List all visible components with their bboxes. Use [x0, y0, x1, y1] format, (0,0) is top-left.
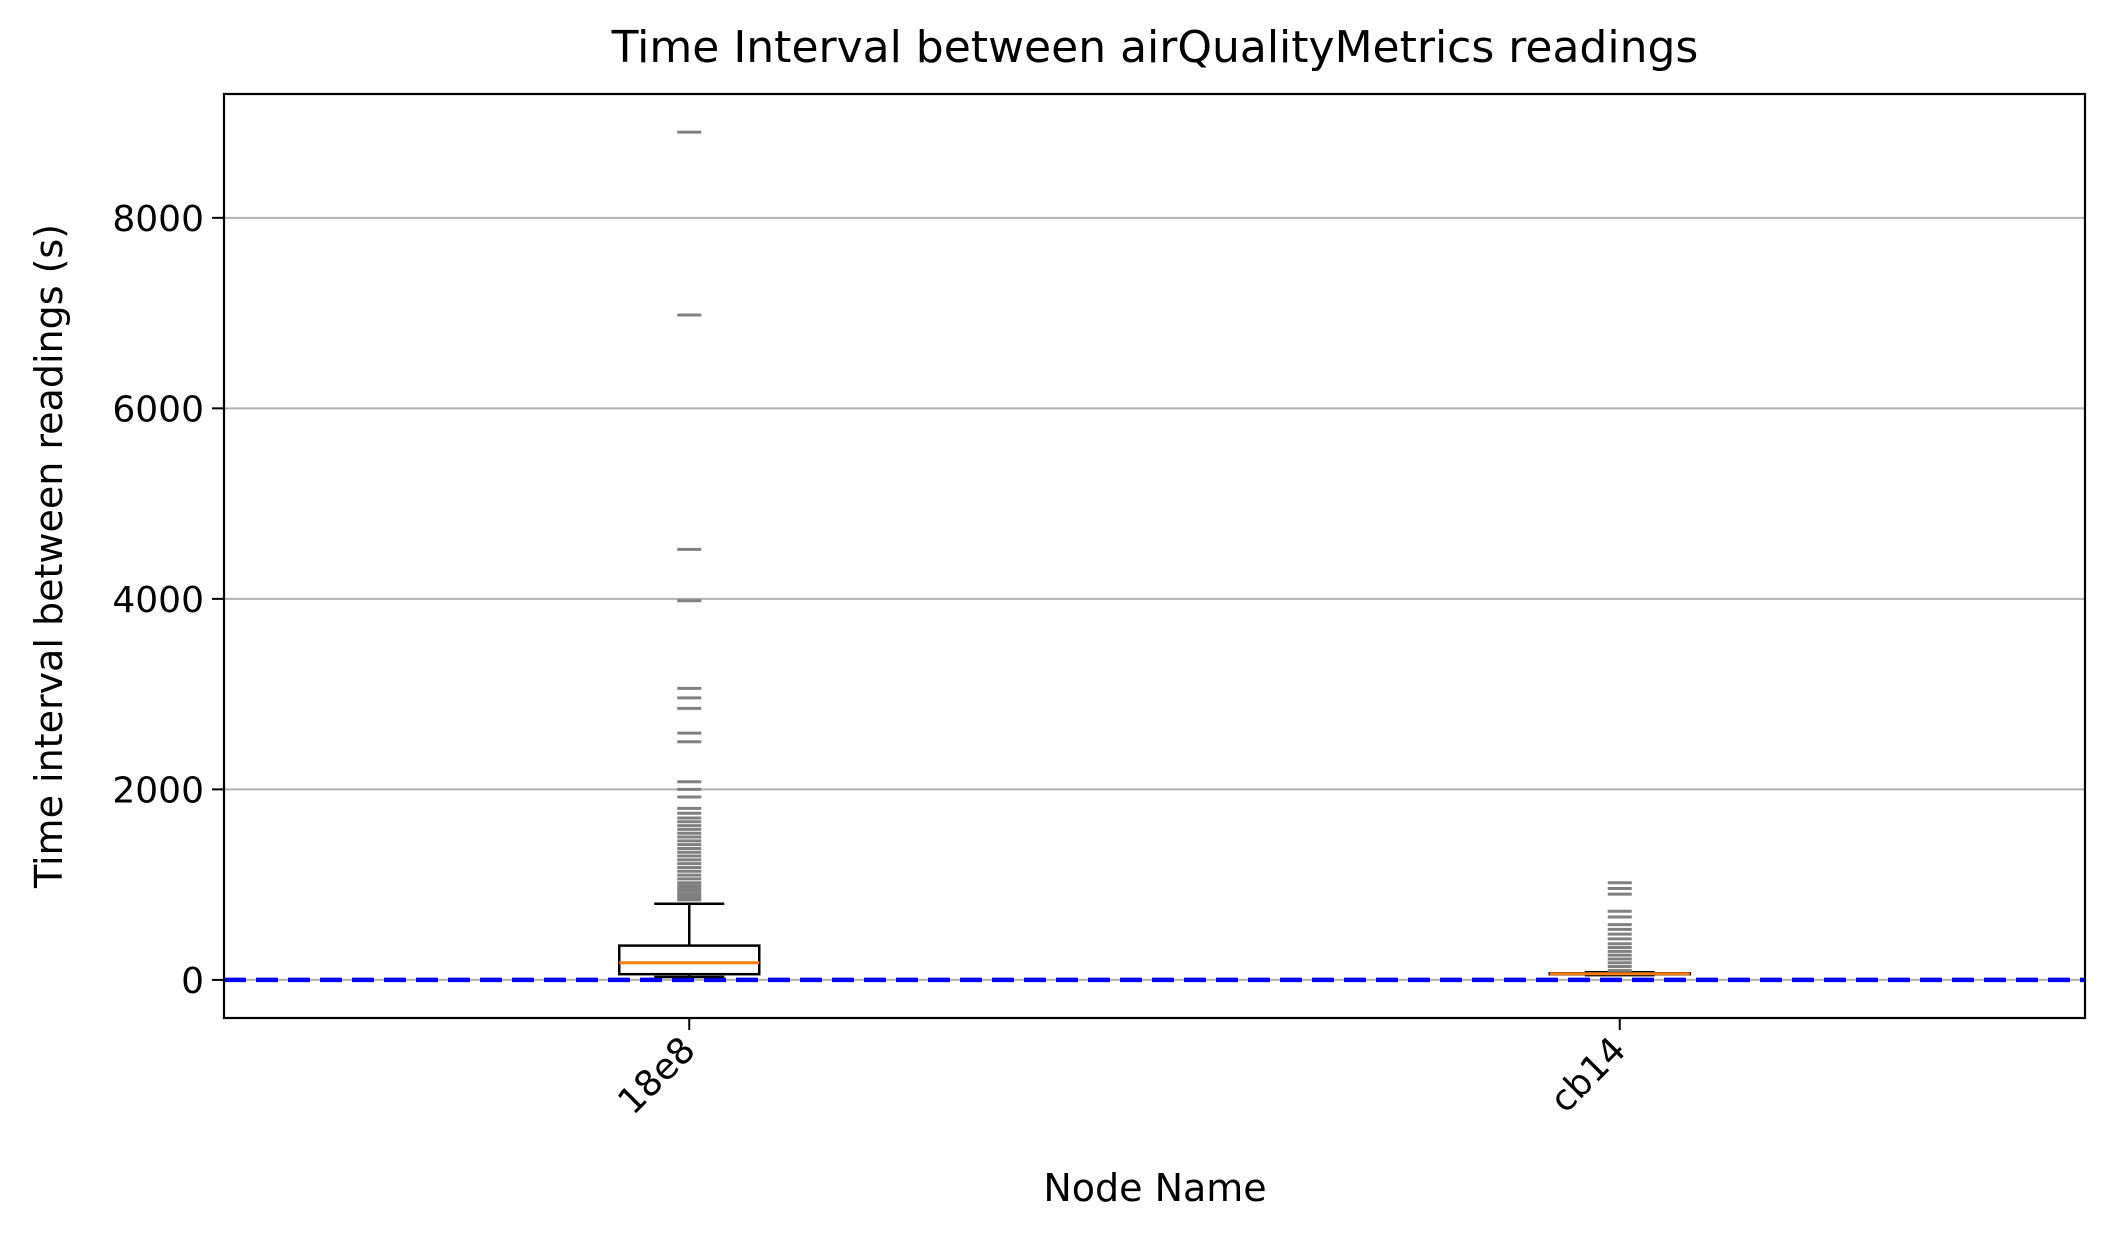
- y-tick-label: 8000: [112, 199, 204, 240]
- y-tick-label: 6000: [112, 389, 204, 430]
- x-axis-label: Node Name: [1043, 1166, 1266, 1210]
- y-tick-label: 0: [181, 961, 204, 1002]
- y-axis-label: Time interval between readings (s): [27, 224, 71, 889]
- y-tick-label: 2000: [112, 770, 204, 811]
- chart-title: Time Interval between airQualityMetrics …: [611, 22, 1699, 73]
- y-tick-label: 4000: [112, 580, 204, 621]
